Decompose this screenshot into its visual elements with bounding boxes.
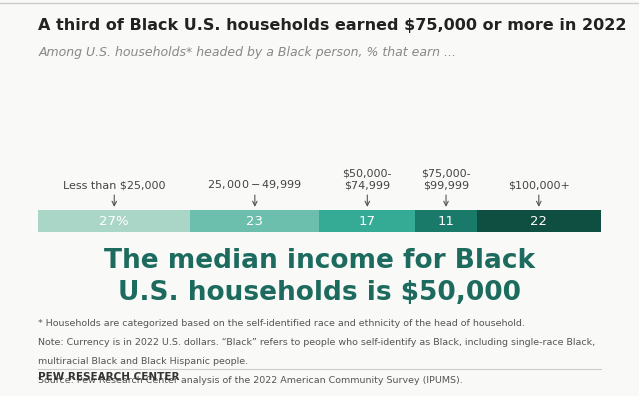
Text: 17: 17 [358, 215, 376, 228]
Bar [477, 210, 601, 232]
Text: $75,000-
$99,999: $75,000- $99,999 [421, 168, 471, 190]
Bar [190, 210, 320, 232]
Text: Among U.S. households* headed by a Black person, % that earn ...: Among U.S. households* headed by a Black… [38, 46, 456, 59]
Bar [415, 210, 477, 232]
Text: 27%: 27% [100, 215, 129, 228]
Text: $100,000+: $100,000+ [508, 181, 570, 190]
Text: multiracial Black and Black Hispanic people.: multiracial Black and Black Hispanic peo… [38, 357, 249, 366]
Text: $50,000-
$74,999: $50,000- $74,999 [343, 168, 392, 190]
Text: 22: 22 [530, 215, 548, 228]
Text: 11: 11 [438, 215, 454, 228]
Text: The median income for Black
U.S. households is $50,000: The median income for Black U.S. househo… [104, 248, 535, 307]
Bar [38, 210, 190, 232]
Text: A third of Black U.S. households earned $75,000 or more in 2022: A third of Black U.S. households earned … [38, 18, 627, 33]
Text: 23: 23 [246, 215, 263, 228]
Text: PEW RESEARCH CENTER: PEW RESEARCH CENTER [38, 372, 180, 382]
Bar [320, 210, 415, 232]
Text: Less than $25,000: Less than $25,000 [63, 181, 166, 190]
Text: $25,000-$49,999: $25,000-$49,999 [207, 177, 302, 190]
Text: * Households are categorized based on the self-identified race and ethnicity of : * Households are categorized based on th… [38, 319, 525, 328]
Text: Note: Currency is in 2022 U.S. dollars. “Black” refers to people who self-identi: Note: Currency is in 2022 U.S. dollars. … [38, 338, 596, 347]
Text: Source: Pew Research Center analysis of the 2022 American Community Survey (IPUM: Source: Pew Research Center analysis of … [38, 376, 463, 385]
